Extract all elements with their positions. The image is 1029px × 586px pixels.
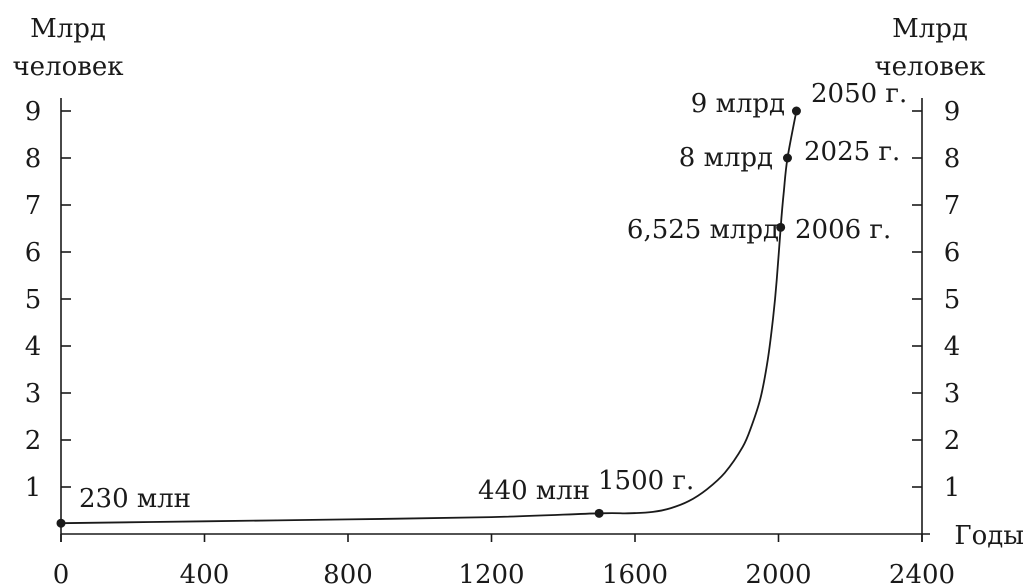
x-tick-label: 2400 — [889, 560, 955, 586]
value-label: 6,525 млрд — [627, 215, 779, 245]
year-label: 2006 г. — [795, 215, 891, 245]
year-label: 2050 г. — [811, 79, 907, 109]
value-label: 230 млн — [79, 484, 191, 514]
year-label: 2025 г. — [804, 137, 900, 167]
y-axis-title-right-line2: человек — [874, 52, 985, 82]
y-tick-label-left: 3 — [25, 379, 42, 409]
y-tick-label-right: 2 — [944, 426, 961, 456]
value-label: 440 млн — [478, 476, 590, 506]
y-tick-label-right: 5 — [944, 285, 961, 315]
y-axis-title-right-line1: Млрд — [892, 14, 968, 44]
data-point — [56, 518, 66, 528]
year-label: 1500 г. — [598, 466, 694, 496]
y-tick-label-left: 6 — [25, 238, 42, 268]
y-tick-label-right: 1 — [944, 473, 961, 503]
value-label: 8 млрд — [679, 143, 773, 173]
y-tick-label-right: 4 — [944, 332, 961, 362]
chart-ticks: 0 400 800 1200 1600 2000 2400 1 1 2 2 3 3 4 4 5 5 6 6 7 7 8 8 9… — [25, 97, 961, 586]
population-curve — [60, 110, 798, 525]
value-label: 9 млрд — [691, 89, 785, 119]
data-point — [791, 106, 801, 116]
y-tick-label-left: 2 — [25, 426, 42, 456]
plot-area — [56, 106, 801, 528]
y-tick-label-left: 8 — [25, 144, 42, 174]
y-axis-title-left-line2: человек — [12, 52, 123, 82]
y-tick-label-right: 7 — [944, 191, 961, 221]
y-tick-label-right: 8 — [944, 144, 961, 174]
data-point — [776, 222, 786, 232]
y-tick-label-right: 9 — [944, 97, 961, 127]
y-tick-label-left: 9 — [25, 97, 42, 127]
x-tick-label: 1200 — [458, 560, 524, 586]
y-tick-label-left: 5 — [25, 285, 42, 315]
x-tick-label: 1600 — [602, 560, 668, 586]
x-tick-label: 800 — [323, 560, 373, 586]
y-tick-label-left: 1 — [25, 473, 42, 503]
x-axis-title: Годы — [954, 521, 1024, 551]
y-tick-label-left: 4 — [25, 332, 42, 362]
annotation-labels: 230 млн 440 млн 1500 г. 6,525 млрд 2006 г. 8 … — [79, 79, 907, 514]
data-point — [782, 153, 792, 163]
chart-axes — [60, 98, 930, 542]
y-axis-title-left-line1: Млрд — [30, 14, 106, 44]
y-tick-label-left: 7 — [25, 191, 42, 221]
x-tick-label: 2000 — [745, 560, 811, 586]
data-point — [594, 508, 604, 518]
y-tick-label-right: 6 — [944, 238, 961, 268]
axis-titles: Млрд человек Млрд человек Годы — [12, 14, 1024, 551]
y-tick-label-right: 3 — [944, 379, 961, 409]
x-tick-label: 400 — [180, 560, 230, 586]
x-tick-label: 0 — [53, 560, 70, 586]
